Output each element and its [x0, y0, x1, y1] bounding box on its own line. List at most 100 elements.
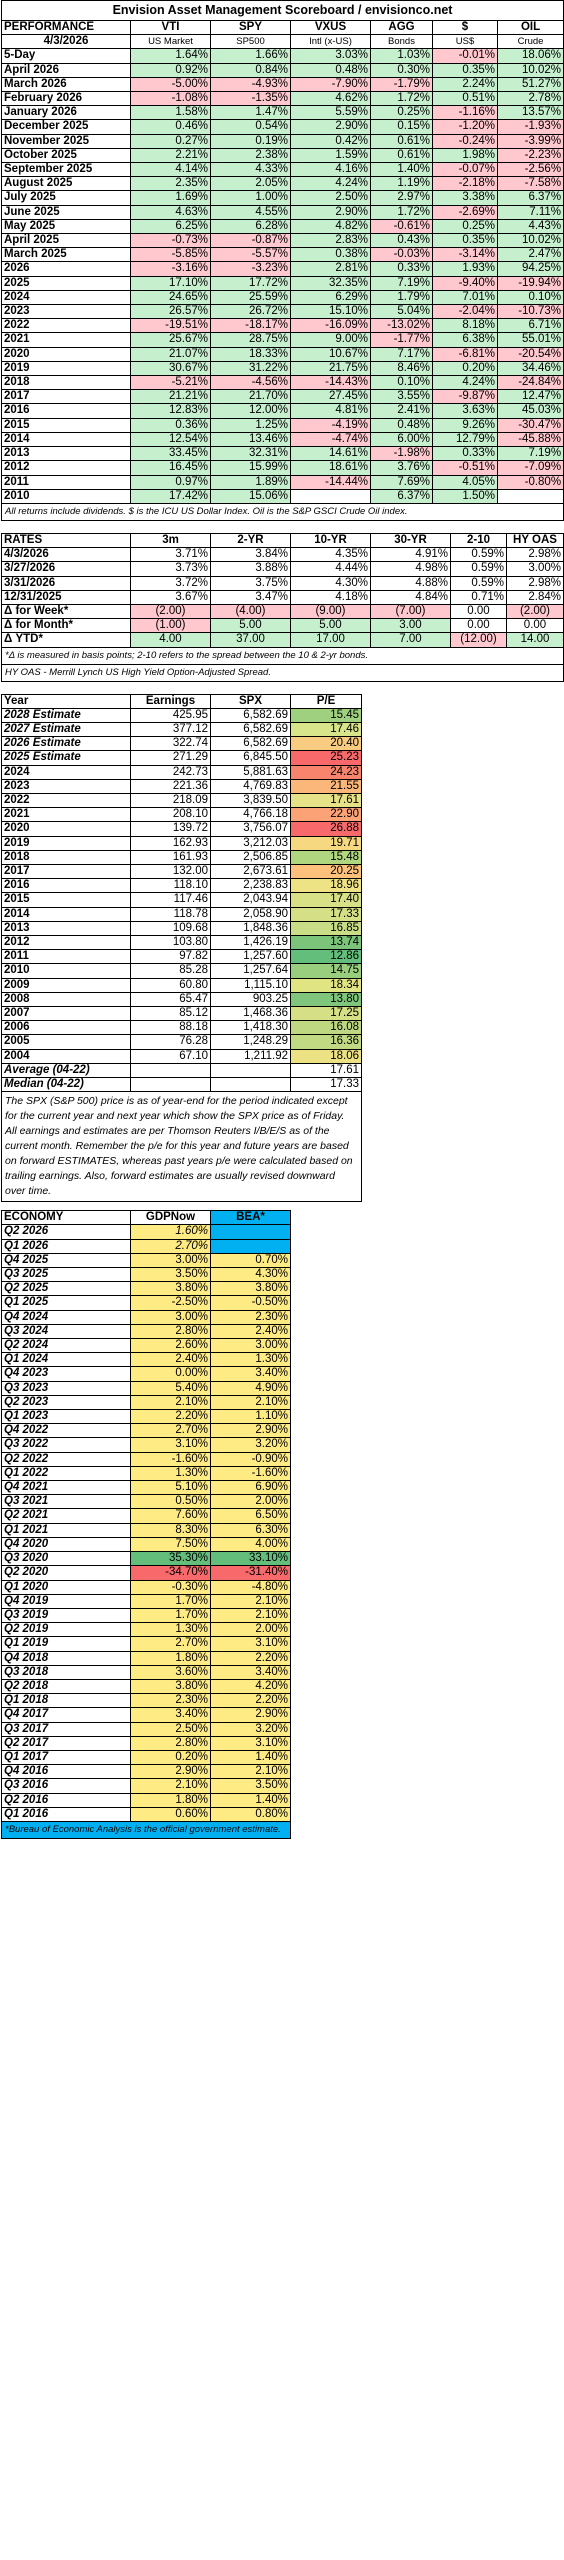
- table-row: 2026 -3.16% -3.23% 2.81% 0.33% 1.93% 94.25%: [1, 261, 564, 277]
- table-row: 2014 118.78 2,058.90 17.33: [1, 906, 362, 922]
- quarter-label: Q4 2020: [1, 1536, 131, 1553]
- table-row: 2020 139.72 3,756.07 26.88: [1, 821, 362, 837]
- table-row: 2016 118.10 2,238.83 18.96: [1, 878, 362, 894]
- earnings-value: 139.72: [130, 821, 211, 837]
- return-value: -4.56%: [210, 375, 291, 391]
- bea-value: 1.30%: [210, 1352, 291, 1368]
- return-value: 3.38%: [432, 190, 498, 206]
- row-label: 2018: [1, 375, 131, 391]
- table-row: Q1 2017 0.20% 1.40%: [1, 1749, 362, 1766]
- column-header: 30-YR: [370, 532, 451, 549]
- bea-value: 2.30%: [210, 1309, 291, 1325]
- return-value: 9.00%: [290, 332, 371, 348]
- return-value: 1.47%: [210, 105, 291, 121]
- table-row: 2011 0.97% 1.89% -14.44% 7.69% 4.05% -0.80%: [1, 474, 564, 490]
- row-label: 2020: [1, 821, 131, 837]
- rate-value: (12.00): [450, 632, 507, 648]
- return-value: 1.25%: [210, 417, 291, 433]
- return-value: -7.09%: [496, 460, 564, 476]
- table-row: 4/3/2026 3.71% 3.84% 4.35% 4.91% 0.59% 2.98%: [1, 547, 564, 563]
- table-row: Q1 2019 2.70% 3.10%: [1, 1636, 362, 1652]
- return-value: -0.73%: [130, 233, 211, 249]
- table-row: Q3 2022 3.10% 3.20%: [1, 1437, 362, 1453]
- return-value: 4.43%: [496, 218, 564, 235]
- bea-value: 2.90%: [210, 1423, 291, 1439]
- blank-cell: [291, 1296, 362, 1310]
- row-label: 3/27/2026: [1, 561, 131, 577]
- row-label: 2027 Estimate: [1, 721, 131, 738]
- return-value: 0.33%: [370, 261, 433, 277]
- row-label: 2007: [1, 1005, 131, 1022]
- gdpnow-value: 2.70%: [130, 1238, 211, 1254]
- return-value: 8.46%: [370, 360, 433, 377]
- table-row: Q1 2018 2.30% 2.20%: [1, 1693, 362, 1709]
- rate-value: 2.98%: [506, 575, 564, 591]
- return-value: 1.93%: [432, 261, 498, 277]
- return-value: 2.05%: [210, 176, 291, 192]
- rate-value: 4.88%: [370, 575, 451, 591]
- earnings-table: Year Earnings SPX P/E 2028 Estimate 425.95 6,…: [1, 693, 362, 1203]
- bea-value: 3.20%: [210, 1721, 291, 1737]
- pe-value: 22.90: [290, 807, 362, 823]
- pe-value: 12.86: [290, 949, 362, 965]
- return-value: 0.15%: [370, 119, 433, 135]
- blank-cell: [291, 1807, 362, 1821]
- table-row: 2004 67.10 1,211.92 18.06: [1, 1048, 362, 1064]
- return-value: 2.41%: [370, 403, 433, 419]
- table-row: September 2025 4.14% 4.33% 4.16% 1.40% -0.07%…: [1, 162, 564, 178]
- earnings-value: 1,257.60: [210, 949, 291, 965]
- return-value: 32.31%: [210, 446, 291, 462]
- return-value: 18.33%: [210, 346, 291, 362]
- pe-value: 20.25: [290, 863, 362, 880]
- earnings-value: 3,756.07: [210, 821, 291, 837]
- return-value: 4.62%: [290, 91, 371, 107]
- return-value: -7.90%: [290, 76, 371, 93]
- blank-cell: [291, 1637, 362, 1651]
- rate-value: 4.84%: [370, 589, 451, 605]
- return-value: 10.67%: [290, 346, 371, 362]
- table-row: 2008 65.47 903.25 13.80: [1, 991, 362, 1008]
- return-value: -0.51%: [432, 460, 498, 476]
- blank-cell: [291, 1324, 362, 1338]
- quarter-label: Q1 2021: [1, 1522, 131, 1538]
- table-row: 2011 97.82 1,257.60 12.86: [1, 949, 362, 965]
- bea-value: 2.10%: [210, 1394, 291, 1411]
- return-value: 1.19%: [370, 176, 433, 192]
- return-value: 1.69%: [130, 190, 211, 206]
- column-header: $: [432, 19, 498, 36]
- bea-value: 3.80%: [210, 1281, 291, 1297]
- table-row: 2018 161.93 2,506.85 15.48: [1, 849, 362, 865]
- bea-value: 6.90%: [210, 1480, 291, 1496]
- table-row: January 2026 1.58% 1.47% 5.59% 0.25% -1.16% 13…: [1, 105, 564, 121]
- row-label: October 2025: [1, 147, 131, 164]
- row-label: Δ YTD*: [1, 632, 131, 648]
- row-label: 2016: [1, 878, 131, 894]
- return-value: 0.61%: [370, 147, 433, 164]
- return-value: -1.16%: [432, 105, 498, 121]
- bea-value: 1.40%: [210, 1749, 291, 1766]
- gdpnow-value: 1.80%: [130, 1650, 211, 1666]
- gdpnow-value: 0.20%: [130, 1749, 211, 1766]
- return-value: -4.19%: [290, 417, 371, 433]
- bea-value: -0.90%: [210, 1451, 291, 1467]
- gdpnow-value: 1.60%: [130, 1224, 211, 1240]
- return-value: 16.45%: [130, 460, 211, 476]
- performance-header-row: PERFORMANCE VTI SPY VXUS AGG $ OIL: [1, 19, 564, 36]
- gdpnow-value: 3.00%: [130, 1309, 211, 1325]
- return-value: 7.19%: [496, 446, 564, 462]
- table-row: 2026 Estimate 322.74 6,582.69 20.40: [1, 736, 362, 752]
- earnings-value: 117.46: [130, 892, 211, 908]
- row-label: 2022: [1, 792, 131, 809]
- quarter-label: Q4 2022: [1, 1423, 131, 1439]
- row-label: January 2026: [1, 105, 131, 121]
- row-label: 2021: [1, 332, 131, 348]
- return-value: 6.37%: [370, 488, 433, 504]
- pe-value: 18.34: [290, 977, 362, 993]
- return-value: 4.82%: [290, 218, 371, 235]
- return-value: 4.81%: [290, 403, 371, 419]
- return-value: 0.27%: [130, 133, 211, 149]
- return-value: 6.29%: [290, 289, 371, 306]
- quarter-label: Q1 2023: [1, 1409, 131, 1425]
- gdpnow-value: 35.30%: [130, 1551, 211, 1567]
- earnings-value: 6,582.69: [210, 721, 291, 738]
